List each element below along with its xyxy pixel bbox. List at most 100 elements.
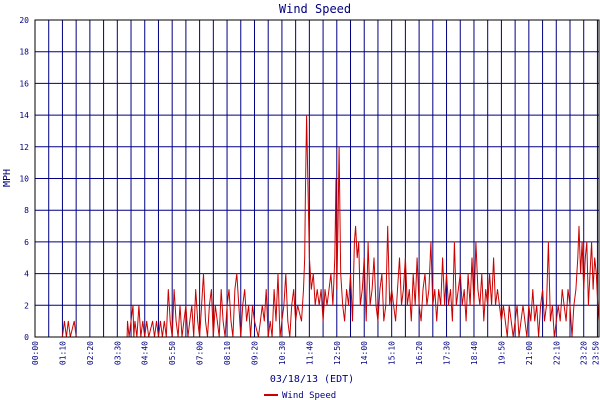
- data-point: [408, 289, 410, 290]
- data-point: [132, 304, 134, 306]
- data-point: [179, 304, 181, 306]
- series-line-0: [35, 115, 600, 338]
- data-point: [173, 289, 175, 290]
- data-point: [483, 320, 485, 322]
- data-point: [242, 304, 244, 306]
- data-point: [211, 289, 212, 290]
- data-point: [277, 273, 279, 274]
- x-tick-label: 12:50: [333, 341, 342, 365]
- data-point: [191, 304, 193, 306]
- data-point: [293, 289, 295, 290]
- data-point: [134, 320, 136, 322]
- data-point: [495, 304, 496, 306]
- data-point: [528, 304, 530, 306]
- data-point: [291, 304, 293, 306]
- data-point: [359, 304, 361, 306]
- data-point: [493, 257, 494, 259]
- data-point: [297, 304, 298, 306]
- data-point: [383, 320, 385, 322]
- data-point: [452, 320, 453, 322]
- x-tick-label: 10:30: [278, 341, 287, 365]
- data-point: [304, 257, 306, 259]
- data-point: [399, 257, 400, 259]
- data-point: [354, 241, 355, 243]
- data-point: [295, 320, 296, 322]
- data-point: [167, 289, 169, 290]
- data-point: [504, 320, 506, 322]
- x-tick-label: 17:30: [443, 341, 452, 365]
- data-point: [127, 320, 128, 322]
- data-point: [440, 304, 442, 306]
- data-point: [238, 304, 240, 306]
- data-point: [461, 304, 463, 306]
- data-point: [465, 320, 467, 322]
- data-point: [389, 304, 391, 306]
- data-point: [265, 289, 267, 290]
- data-point: [467, 273, 469, 274]
- data-point: [487, 304, 489, 306]
- data-point: [588, 304, 589, 306]
- data-point: [520, 320, 522, 322]
- data-point: [269, 320, 271, 322]
- data-point: [220, 289, 222, 290]
- data-point: [477, 289, 479, 290]
- data-point: [146, 320, 148, 322]
- data-point: [567, 289, 569, 290]
- data-point: [254, 320, 255, 322]
- data-point: [405, 257, 406, 259]
- data-point: [244, 289, 246, 290]
- data-point: [261, 304, 263, 306]
- y-tick-label: 4: [24, 270, 29, 279]
- data-point: [363, 257, 365, 259]
- data-point: [318, 304, 320, 306]
- data-point: [522, 304, 524, 306]
- data-point: [214, 304, 216, 306]
- y-tick-label: 12: [19, 143, 29, 152]
- data-point: [336, 289, 338, 290]
- data-point: [273, 289, 275, 290]
- data-point: [367, 241, 369, 243]
- data-point: [348, 304, 349, 306]
- data-point: [489, 273, 490, 274]
- data-point: [301, 320, 302, 322]
- data-point: [234, 289, 236, 290]
- x-tick-label: 14:00: [360, 341, 369, 365]
- data-point: [581, 241, 583, 243]
- data-point: [316, 289, 318, 290]
- data-point: [342, 304, 344, 306]
- data-point: [152, 320, 154, 322]
- x-tick-label: 23:20: [580, 341, 589, 365]
- data-point: [306, 114, 307, 116]
- x-tick-label: 00:00: [31, 341, 40, 365]
- data-point: [355, 225, 356, 227]
- data-point: [497, 289, 498, 290]
- data-point: [356, 257, 358, 259]
- data-point: [320, 289, 322, 290]
- data-point: [426, 304, 428, 306]
- data-point: [236, 273, 238, 274]
- legend: Wind Speed: [264, 391, 336, 400]
- data-point: [557, 304, 559, 306]
- data-point: [459, 273, 461, 274]
- data-point: [377, 320, 379, 322]
- y-tick-label: 16: [19, 79, 29, 88]
- x-tick-label: 15:10: [388, 341, 397, 365]
- data-point: [326, 304, 328, 306]
- x-tick-label: 09:20: [250, 341, 259, 365]
- data-point: [352, 320, 353, 322]
- x-tick-label: 05:50: [168, 341, 177, 365]
- data-point: [226, 304, 228, 306]
- y-tick-label: 20: [19, 16, 29, 25]
- data-point: [381, 273, 383, 274]
- data-point: [387, 225, 389, 227]
- data-point: [350, 273, 351, 274]
- data-point: [64, 320, 65, 322]
- data-point: [569, 304, 571, 306]
- y-tick-label: 10: [19, 175, 29, 184]
- gridlines: [35, 20, 599, 337]
- data-point: [375, 304, 377, 306]
- data-point: [542, 289, 543, 290]
- x-tick-labels: 00:00 01:10 02:20 03:30 04:40 05:50 07:00 08:10…: [31, 341, 600, 365]
- data-point: [578, 225, 580, 227]
